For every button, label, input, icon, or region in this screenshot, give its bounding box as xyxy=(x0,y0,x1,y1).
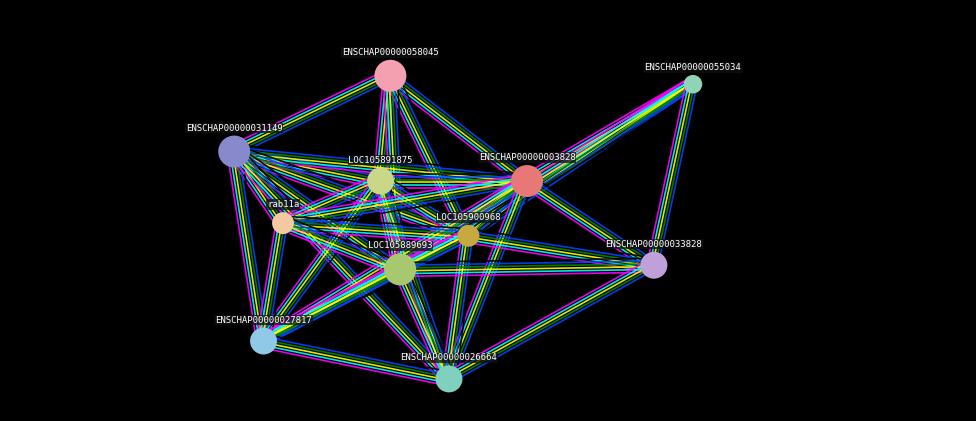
Text: ENSCHAP00000058045: ENSCHAP00000058045 xyxy=(342,48,439,57)
Text: ENSCHAP00000033828: ENSCHAP00000033828 xyxy=(605,240,703,249)
Circle shape xyxy=(250,328,277,354)
Circle shape xyxy=(640,252,668,279)
Circle shape xyxy=(684,75,702,93)
Text: LOC105900968: LOC105900968 xyxy=(436,213,501,222)
Text: LOC105889693: LOC105889693 xyxy=(368,241,432,250)
Text: ENSCHAP00000027817: ENSCHAP00000027817 xyxy=(215,315,312,325)
Circle shape xyxy=(219,136,250,168)
Circle shape xyxy=(458,225,479,247)
Text: ENSCHAP00000055034: ENSCHAP00000055034 xyxy=(644,63,742,72)
Circle shape xyxy=(375,60,406,92)
Text: LOC105891875: LOC105891875 xyxy=(348,155,413,165)
Text: rab11a: rab11a xyxy=(266,200,300,209)
Text: ENSCHAP00000031149: ENSCHAP00000031149 xyxy=(185,123,283,133)
Circle shape xyxy=(435,365,463,392)
Text: ENSCHAP00000026664: ENSCHAP00000026664 xyxy=(400,353,498,362)
Circle shape xyxy=(511,165,543,197)
Text: ENSCHAP00000003828: ENSCHAP00000003828 xyxy=(478,153,576,162)
Circle shape xyxy=(272,212,294,234)
Circle shape xyxy=(367,168,394,195)
Circle shape xyxy=(385,253,416,285)
